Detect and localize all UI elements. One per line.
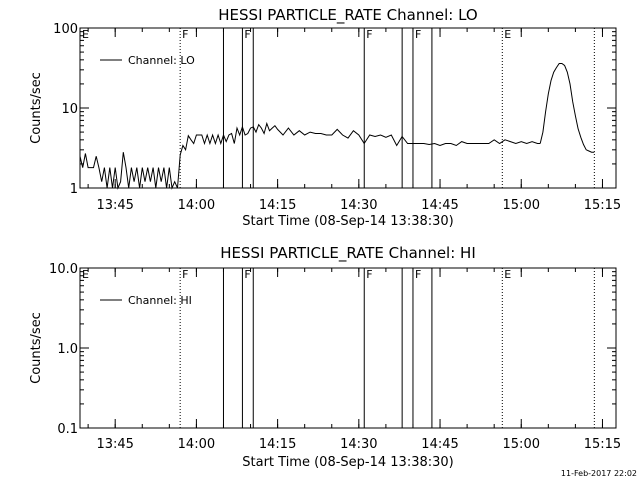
chart-title: HESSI PARTICLE_RATE Channel: LO bbox=[218, 6, 477, 25]
event-marker-label: F bbox=[244, 28, 250, 41]
event-marker-label: F bbox=[244, 268, 250, 281]
event-marker-label: F bbox=[182, 268, 188, 281]
x-tick-label: 14:45 bbox=[421, 198, 458, 213]
x-tick-label: 14:30 bbox=[340, 437, 377, 452]
x-tick-label: 13:45 bbox=[96, 437, 133, 452]
event-marker-label: F bbox=[415, 28, 421, 41]
y-tick-label: 10 bbox=[61, 102, 78, 117]
y-axis-label: Counts/sec bbox=[29, 72, 44, 144]
event-marker-label: F bbox=[366, 268, 372, 281]
plot-frame bbox=[79, 27, 617, 189]
x-tick-label: 15:00 bbox=[503, 198, 540, 213]
panel-lo: HESSI PARTICLE_RATE Channel: LO F F F F E E 1 10… bbox=[29, 6, 621, 229]
event-marker-label: E bbox=[504, 268, 511, 281]
x-tick-label: 14:15 bbox=[259, 198, 296, 213]
x-tick-label: 15:15 bbox=[584, 198, 621, 213]
series-line bbox=[539, 63, 595, 153]
x-tick-label: 15:00 bbox=[503, 437, 540, 452]
y-tick-label: 100 bbox=[53, 22, 78, 37]
y-tick-label: 1 bbox=[70, 182, 78, 197]
chart-title: HESSI PARTICLE_RATE Channel: HI bbox=[220, 244, 476, 263]
x-tick-label: 13:45 bbox=[96, 198, 133, 213]
panel-hi: HESSI PARTICLE_RATE Channel: HI F F F F E E 0.1… bbox=[29, 244, 621, 470]
x-axis-label: Start Time (08-Sep-14 13:38:30) bbox=[242, 214, 453, 229]
event-marker-label: F bbox=[182, 28, 188, 41]
y-tick-label: 1.0 bbox=[57, 342, 78, 357]
edge-marker-label: E bbox=[82, 268, 89, 281]
y-axis-label: Counts/sec bbox=[29, 312, 44, 384]
x-axis-label: Start Time (08-Sep-14 13:38:30) bbox=[242, 455, 453, 470]
edge-marker-label: E bbox=[82, 28, 89, 41]
legend-label: Channel: LO bbox=[128, 54, 195, 67]
event-marker-label: F bbox=[415, 268, 421, 281]
y-tick-label: 10.0 bbox=[49, 262, 78, 277]
x-tick-label: 14:15 bbox=[259, 437, 296, 452]
plot-frame bbox=[79, 267, 617, 429]
y-tick-label: 0.1 bbox=[57, 422, 78, 437]
footer-timestamp: 11-Feb-2017 22:02 bbox=[561, 469, 637, 478]
event-marker-label: F bbox=[366, 28, 372, 41]
x-tick-label: 15:15 bbox=[584, 437, 621, 452]
x-tick-label: 14:45 bbox=[421, 437, 458, 452]
series-line bbox=[79, 121, 541, 190]
event-marker-label: E bbox=[504, 28, 511, 41]
x-tick-label: 14:00 bbox=[178, 198, 215, 213]
legend-label: Channel: HI bbox=[128, 294, 192, 307]
x-tick-label: 14:30 bbox=[340, 198, 377, 213]
x-tick-label: 14:00 bbox=[178, 437, 215, 452]
